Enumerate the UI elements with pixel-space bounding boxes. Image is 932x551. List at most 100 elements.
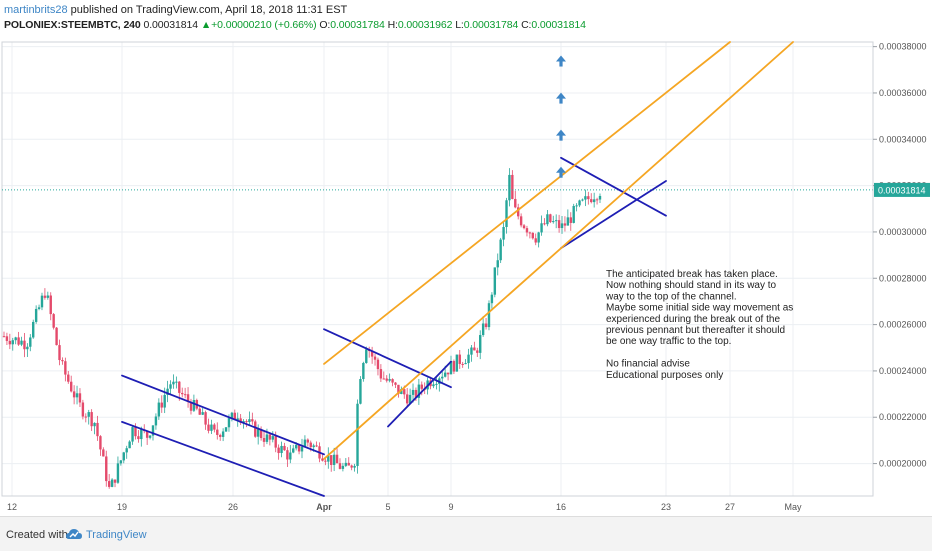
- candle-body: [595, 199, 599, 201]
- candle-body: [493, 267, 497, 295]
- author-link[interactable]: martinbrits28: [4, 4, 68, 16]
- annotation-text: The anticipated break has taken place.No…: [605, 269, 793, 381]
- y-tick-label: 0.00036000: [879, 88, 927, 98]
- candle-body: [452, 361, 456, 372]
- candle-body: [140, 429, 143, 440]
- candle-body: [420, 384, 423, 389]
- candle-body: [370, 351, 374, 357]
- candle-body: [546, 214, 549, 225]
- candle-body: [473, 347, 476, 351]
- candle-body: [484, 323, 488, 328]
- candle-body: [584, 196, 587, 200]
- candle-body: [435, 383, 438, 385]
- candle-body: [192, 400, 196, 411]
- candle-body: [306, 439, 310, 443]
- candle-body: [353, 465, 356, 468]
- candle-body: [411, 389, 415, 395]
- candle-body: [58, 345, 61, 361]
- x-tick-label: 9: [448, 502, 453, 512]
- candle-body: [592, 199, 596, 203]
- candle-body: [414, 389, 418, 398]
- candle-body: [335, 454, 339, 464]
- candle-body: [388, 379, 391, 381]
- candle-body: [449, 361, 453, 375]
- x-tick-label: 23: [661, 502, 671, 512]
- last-price-badge: [874, 182, 930, 197]
- candle-body: [37, 307, 41, 309]
- x-tick-label: 16: [556, 502, 566, 512]
- candle-body: [251, 419, 254, 422]
- candle-body: [8, 340, 12, 345]
- candle-body: [575, 205, 578, 207]
- candle-body: [204, 412, 207, 425]
- grid-lines: [1, 41, 874, 497]
- candle-body: [292, 448, 295, 453]
- x-tick-label: 26: [228, 502, 238, 512]
- candle-body: [175, 381, 178, 383]
- candle-body: [490, 294, 494, 304]
- created-with-text: Created with: [6, 529, 68, 541]
- last-price-label: 0.00031814: [878, 185, 926, 195]
- candle-body: [148, 435, 152, 438]
- tradingview-brand[interactable]: TradingView: [86, 529, 147, 541]
- candle-body: [505, 200, 508, 227]
- candle-body: [183, 394, 187, 396]
- candle-body: [32, 321, 35, 338]
- candle-body: [481, 323, 485, 336]
- candle-body: [137, 436, 140, 440]
- candle-body: [332, 454, 336, 465]
- y-tick-label: 0.00022000: [879, 412, 927, 422]
- up-arrow-icon: [556, 55, 566, 67]
- candle-body: [321, 458, 324, 461]
- chart-area[interactable]: 0.00020000 0.00022000 0.00024000 0.00026000…: [0, 40, 932, 516]
- candle-body: [359, 379, 362, 404]
- candle-body: [476, 350, 479, 353]
- candle-body: [166, 388, 169, 395]
- candle-body: [201, 412, 204, 415]
- annotation-line: Now nothing should stand in its way to: [606, 280, 777, 291]
- candle-body: [125, 448, 128, 453]
- quote-line: POLONIEX:STEEMBTC, 240 0.00031814 ▲+0.00…: [4, 19, 586, 31]
- candle-body: [254, 421, 257, 437]
- candle-body: [87, 412, 90, 417]
- candle-body: [587, 196, 590, 200]
- close-label: C:: [521, 19, 532, 31]
- pennant-2-top: [560, 156, 667, 217]
- candle-body: [566, 217, 570, 226]
- candle-body: [365, 349, 368, 363]
- annotation-line: The anticipated break has taken place.: [606, 269, 778, 280]
- candle-body: [67, 374, 70, 382]
- pennant-1-top: [323, 328, 452, 389]
- price-chart[interactable]: 0.00020000 0.00022000 0.00024000 0.00026000…: [0, 40, 932, 516]
- publish-line: martinbrits28 published on TradingView.c…: [4, 4, 347, 16]
- tradingview-cloud-icon[interactable]: [66, 527, 82, 541]
- candle-body: [216, 429, 219, 435]
- target-arrows: [556, 55, 566, 178]
- candle-body: [245, 421, 248, 423]
- up-arrow-icon: [556, 166, 566, 178]
- candle-body: [350, 465, 353, 468]
- symbol-label[interactable]: POLONIEX:STEEMBTC, 240: [4, 19, 141, 31]
- candle-body: [49, 295, 52, 315]
- candle-body: [479, 335, 482, 353]
- candle-body: [525, 228, 529, 233]
- candle-body: [338, 463, 342, 469]
- candle-body: [554, 220, 558, 222]
- candle-body: [268, 434, 272, 440]
- candle-body: [186, 394, 190, 402]
- candle-body: [394, 382, 397, 385]
- candle-body: [522, 225, 526, 229]
- candle-body: [341, 465, 345, 469]
- candles: [2, 168, 873, 489]
- candle-body: [116, 463, 120, 483]
- candle-body: [598, 195, 602, 200]
- y-tick-label: 0.00024000: [879, 366, 927, 376]
- candle-body: [72, 391, 76, 398]
- candle-body: [151, 425, 155, 436]
- up-arrow-icon: [556, 92, 566, 104]
- candle-body: [11, 340, 14, 345]
- candle-body: [519, 216, 523, 226]
- candle-body: [69, 381, 73, 392]
- candle-body: [502, 226, 505, 240]
- candle-body: [590, 199, 593, 203]
